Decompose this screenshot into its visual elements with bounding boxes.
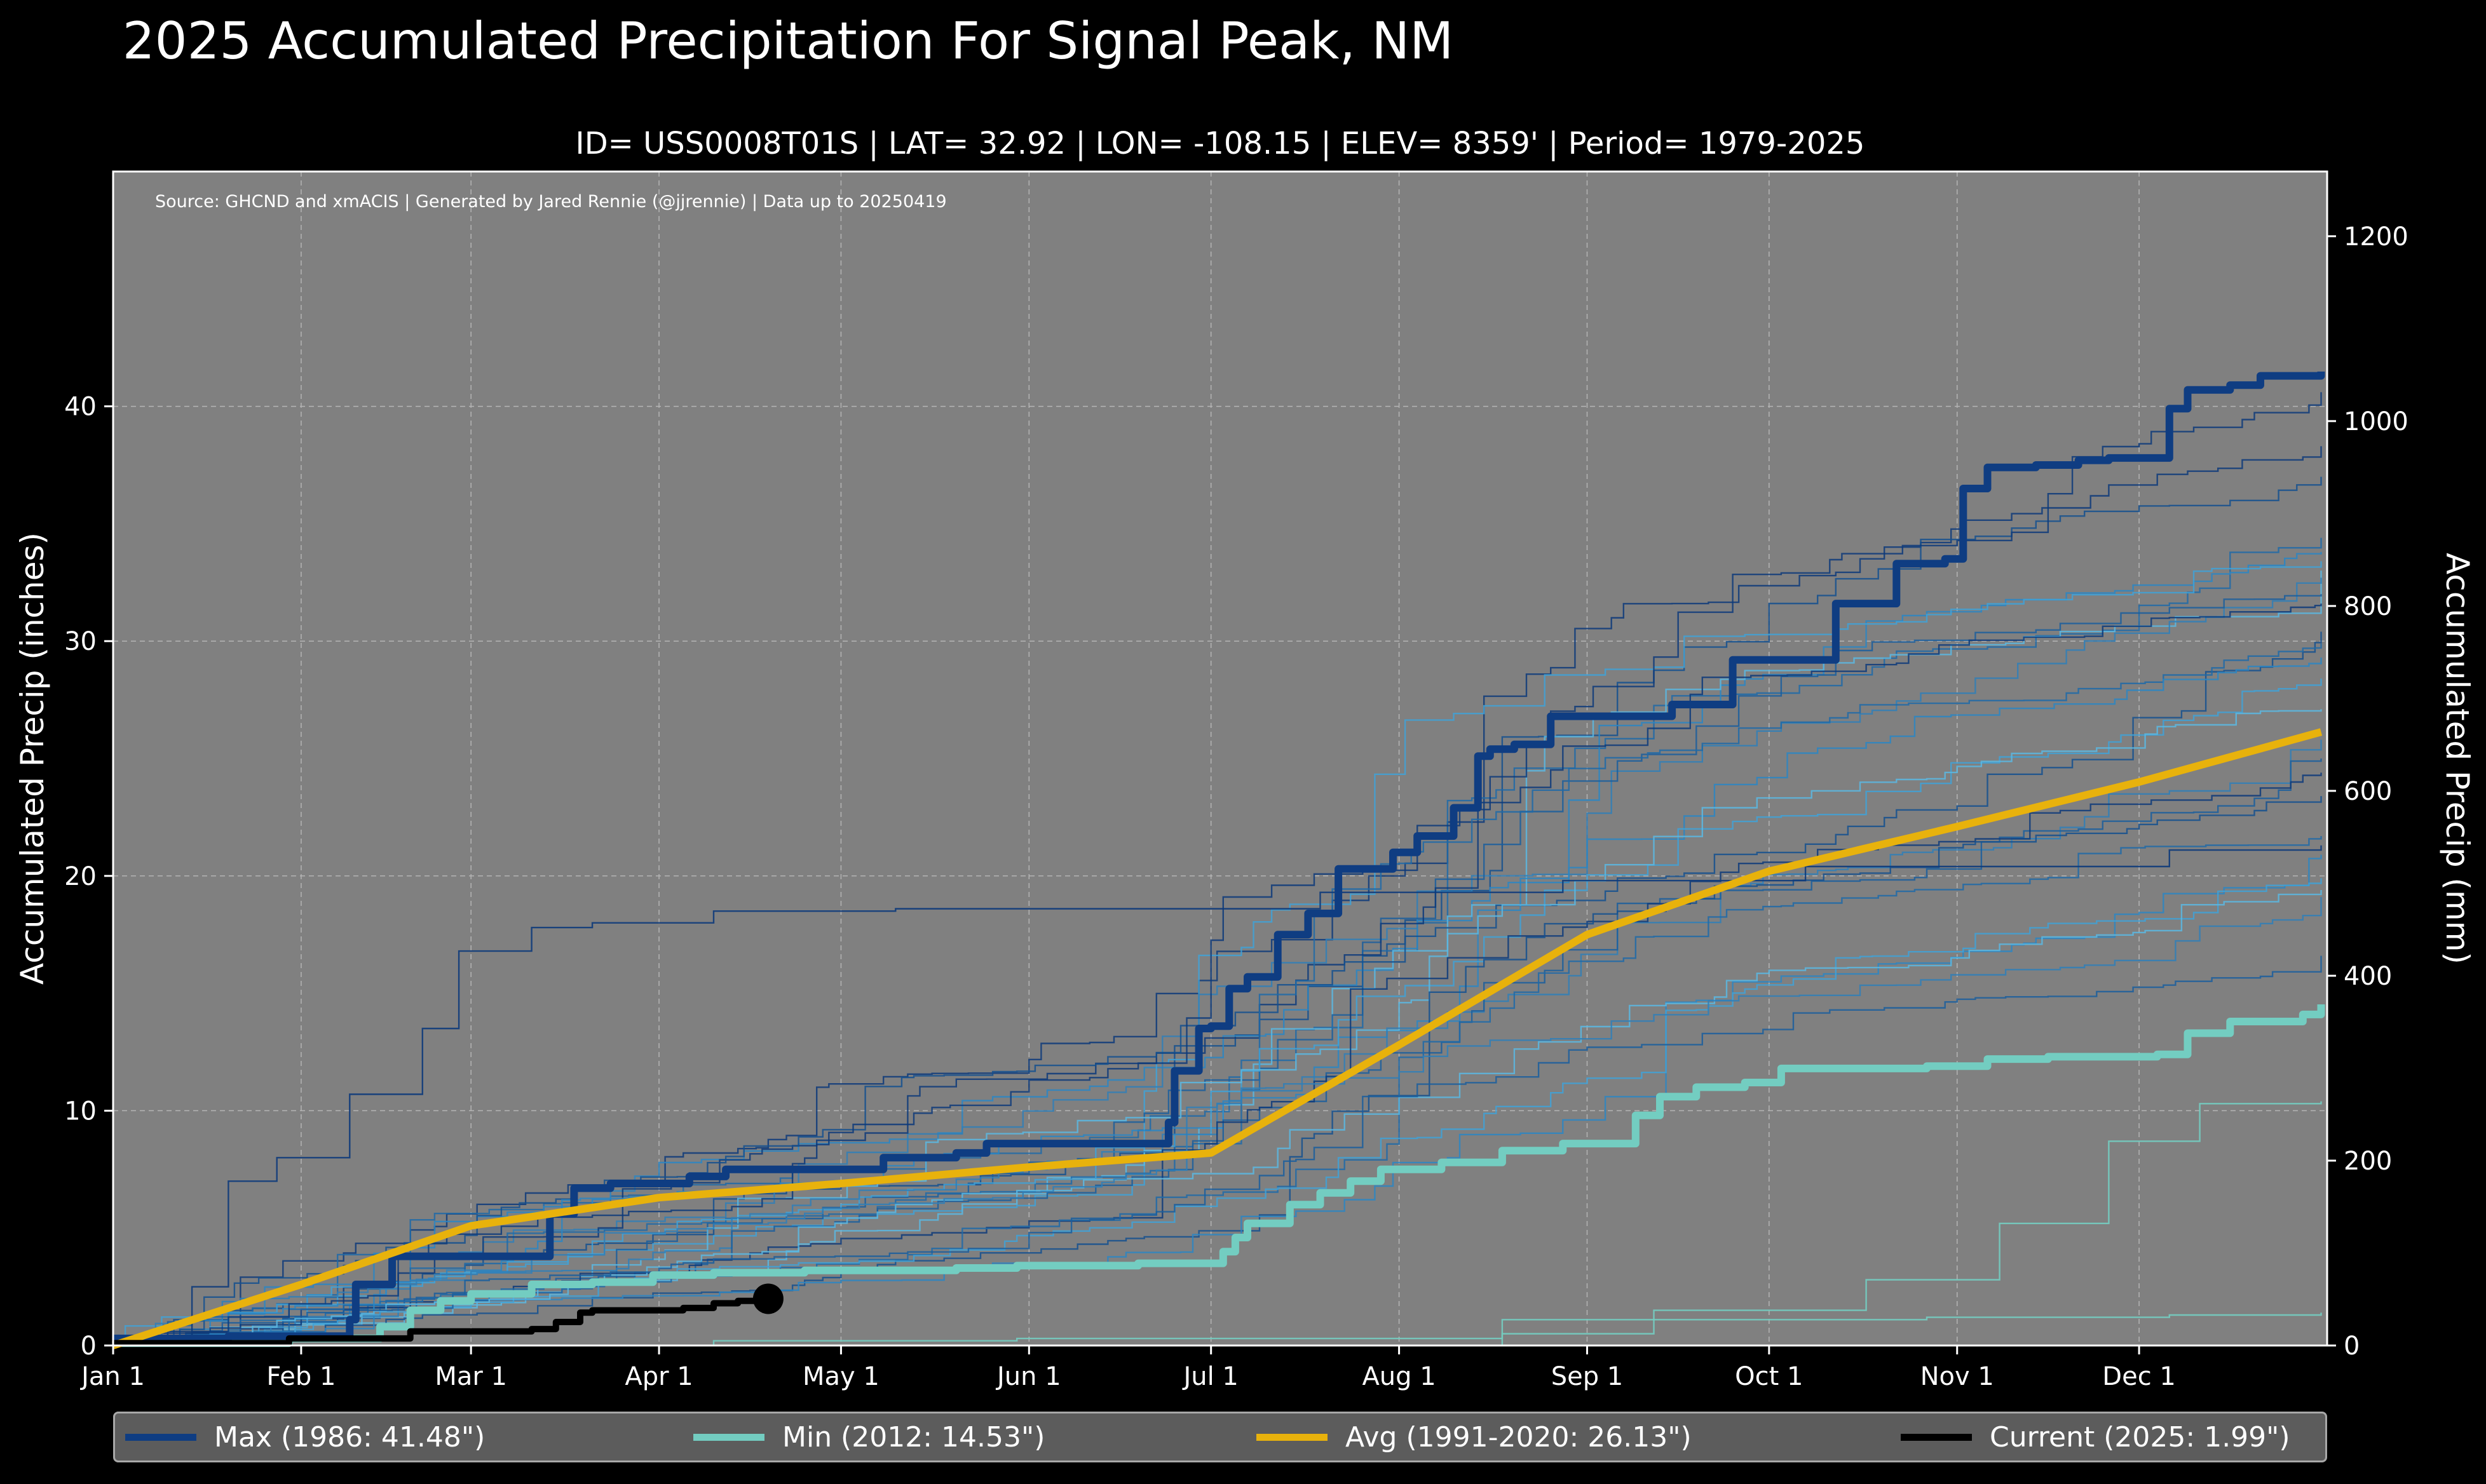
legend: Max (1986: 41.48") Min (2012: 14.53") Av… [113,1412,2327,1462]
x-tick-label: Oct 1 [1735,1362,1803,1391]
legend-label-current: Current (2025: 1.99") [1990,1420,2290,1454]
plot-frame [112,170,2328,1347]
y-tick-label-right: 200 [2344,1147,2392,1176]
x-tick-label: Dec 1 [2102,1362,2176,1391]
x-tick-label: Jun 1 [995,1362,1061,1391]
source-note: Source: GHCND and xmACIS | Generated by … [155,192,947,212]
historical-series-line [113,678,2322,1347]
chart-subtitle: ID= USS0008T01S | LAT= 32.92 | LON= -108… [576,126,1865,161]
x-tick-label: Apr 1 [625,1362,693,1391]
legend-item-min: Min (2012: 14.53") [693,1413,1045,1460]
legend-item-current: Current (2025: 1.99") [1901,1413,2290,1460]
y-tick-label-left: 40 [64,393,97,422]
series-line-current [113,1297,771,1347]
x-tick-label: Feb 1 [266,1362,336,1391]
legend-label-min: Min (2012: 14.53") [782,1420,1045,1454]
y-axis-title-left: Accumulated Precip (inches) [14,532,51,985]
historical-series-line [113,845,2322,1347]
series-line-avg [112,728,2323,1349]
x-tick-label: Sep 1 [1551,1362,1624,1391]
historical-series-line [113,537,2322,1347]
y-tick-label-right: 1000 [2344,407,2408,436]
x-tick-label: Mar 1 [435,1362,507,1391]
historical-series-line [113,577,2322,1347]
y-tick-label-right: 800 [2344,592,2392,621]
legend-swatch-min [693,1433,764,1441]
historical-series-line [113,796,2322,1347]
axes: Jan 1 Feb 1 Mar 1 Apr 1 May 1 Jun 1 Jul 1 Aug 1… [64,222,2408,1391]
current-endpoint-marker [752,1283,784,1314]
x-tick-label: Aug 1 [1362,1362,1436,1391]
historical-series-line [113,594,2322,1347]
y-axis-title-right: Accumulated Precip (mm) [2439,553,2476,964]
legend-item-max: Max (1986: 41.48") [125,1413,485,1460]
legend-label-avg: Avg (1991-2020: 26.13") [1345,1420,1692,1454]
x-tick-label: Nov 1 [1920,1362,1994,1391]
legend-label-max: Max (1986: 41.48") [214,1420,486,1454]
legend-swatch-current [1901,1433,1972,1441]
series-line-min [113,1004,2325,1347]
plot-area [113,172,2327,1346]
y-tick-label-right: 400 [2344,962,2392,991]
legend-swatch-max [125,1433,196,1441]
legend-item-avg: Avg (1991-2020: 26.13") [1256,1413,1692,1460]
x-tick-label: May 1 [803,1362,880,1391]
y-tick-label-left: 0 [81,1332,97,1361]
historical-series-line [113,392,2322,1347]
historical-series-line [113,897,2322,1347]
legend-swatch-avg [1256,1433,1328,1441]
historical-series-line [113,1101,2322,1347]
series-line-max [113,371,2325,1342]
y-tick-label-left: 20 [64,862,97,891]
main-series-group [112,371,2325,1349]
y-tick-label-right: 0 [2344,1332,2360,1361]
y-tick-label-right: 1200 [2344,222,2408,252]
y-tick-label-left: 30 [64,627,97,656]
x-tick-label: Jul 1 [1181,1362,1238,1391]
y-tick-label-left: 10 [64,1096,97,1126]
x-tick-label: Jan 1 [79,1362,145,1391]
y-tick-label-right: 600 [2344,777,2392,806]
chart-title: 2025 Accumulated Precipitation For Signa… [123,11,1453,71]
gridlines [112,172,2327,1346]
historical-series-line [113,631,2322,1347]
